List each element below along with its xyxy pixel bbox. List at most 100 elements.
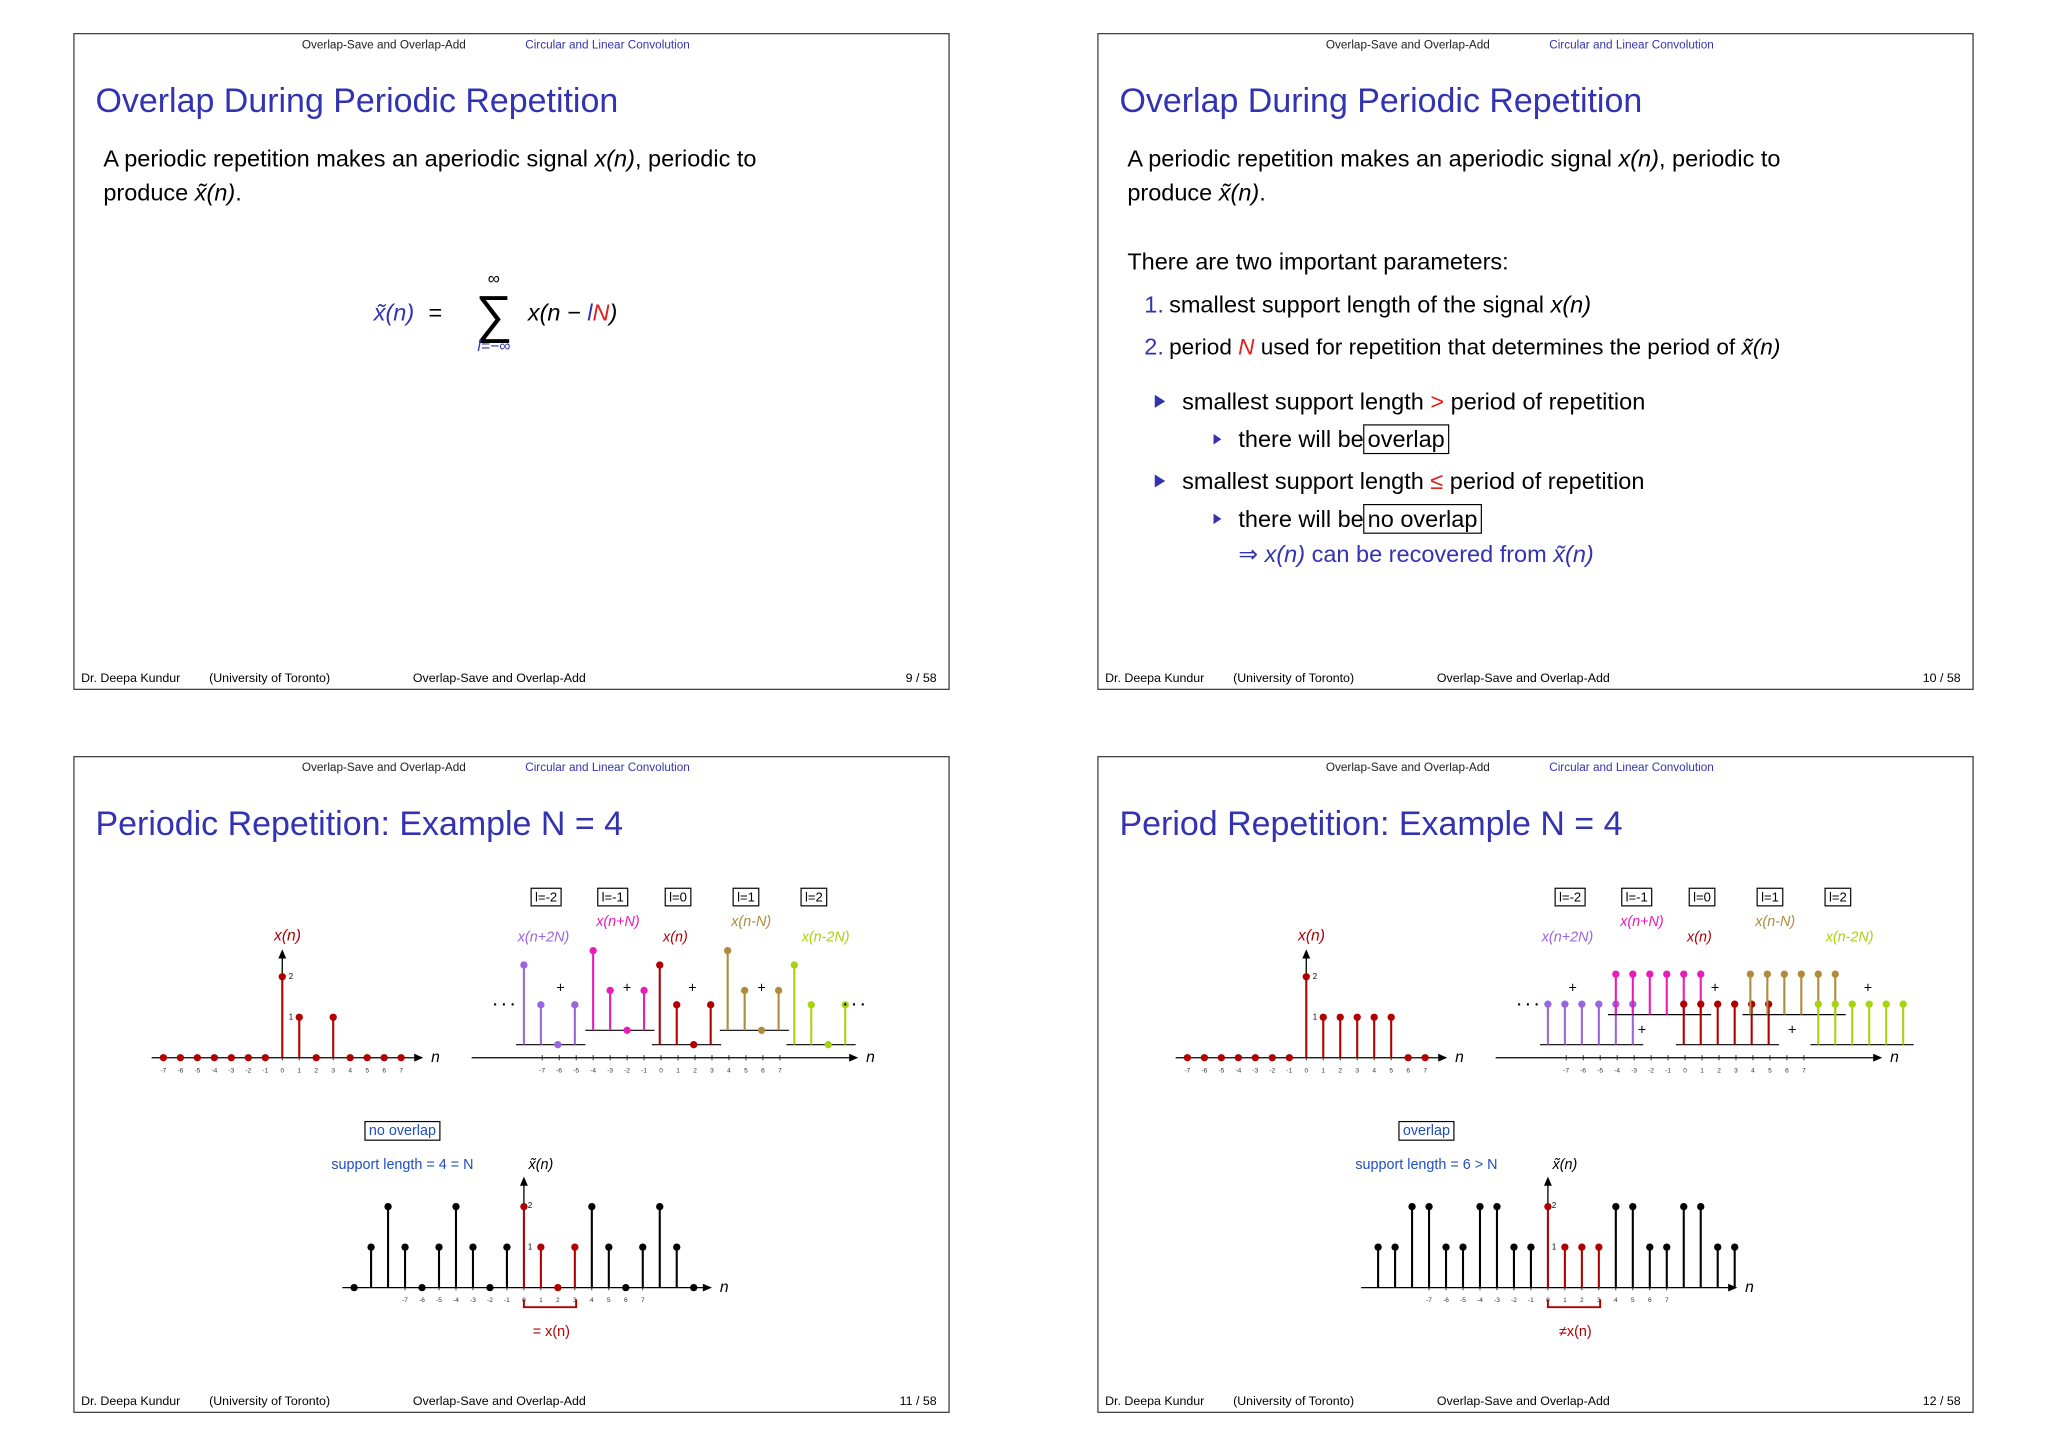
text: . bbox=[1259, 179, 1266, 205]
stem-dot bbox=[640, 986, 648, 995]
tick-label: 1 bbox=[1563, 1297, 1567, 1304]
signal-label: x(n) bbox=[1297, 928, 1325, 945]
stem-dot bbox=[1612, 1202, 1620, 1211]
tick-label: -1 bbox=[1665, 1067, 1671, 1074]
tick-label: -4 bbox=[1235, 1067, 1241, 1074]
stem-dot bbox=[690, 1283, 698, 1292]
tick-label: 6 bbox=[382, 1067, 386, 1074]
item-text: smallest support length of the signal x(… bbox=[1169, 292, 1591, 318]
tick-label: -4 bbox=[211, 1067, 217, 1074]
axis-arrow bbox=[1728, 1283, 1738, 1292]
plus-sign: + bbox=[1788, 1022, 1796, 1038]
header-section: Overlap-Save and Overlap-Add bbox=[302, 38, 466, 51]
stem-dot bbox=[1697, 970, 1705, 978]
tick-label: -4 bbox=[1477, 1297, 1483, 1304]
item-number: 2. bbox=[1144, 333, 1164, 359]
tick-label: -2 bbox=[1511, 1297, 1517, 1304]
stem-dot bbox=[397, 1054, 405, 1062]
ellipsis: · · · bbox=[493, 997, 515, 1013]
tick-label: 1 bbox=[539, 1297, 543, 1304]
shift-box bbox=[664, 887, 692, 907]
header-section: Overlap-Save and Overlap-Add bbox=[302, 761, 466, 774]
stem-dot bbox=[1421, 1054, 1429, 1062]
tick-label: -3 bbox=[470, 1297, 476, 1304]
header-section: Overlap-Save and Overlap-Add bbox=[1326, 38, 1490, 51]
stem-dot bbox=[623, 1026, 631, 1034]
symbol: ≤ bbox=[1430, 468, 1443, 494]
stem-dot bbox=[1183, 1054, 1192, 1062]
shift-box-label: l=0 bbox=[669, 890, 687, 905]
shift-label: x(n+2N) bbox=[517, 930, 569, 946]
shift-box-label: l=1 bbox=[737, 890, 755, 905]
slide: Overlap-Save and Overlap-Add Circular and… bbox=[73, 756, 950, 1413]
tick-label: 3 bbox=[573, 1297, 577, 1304]
plus-sign: + bbox=[688, 980, 696, 996]
stem-dot bbox=[1663, 970, 1671, 978]
conclusion: ⇒ x(n) can be recovered from x̃(n) bbox=[1238, 541, 1593, 567]
header-subsection: Circular and Linear Convolution bbox=[1549, 761, 1714, 774]
stem-dot bbox=[1882, 1000, 1890, 1008]
tick-label: 4 bbox=[727, 1067, 731, 1074]
text: can be recovered from bbox=[1305, 541, 1553, 567]
tick-label: -6 bbox=[1443, 1297, 1449, 1304]
math: x̃(n) bbox=[194, 179, 235, 205]
tick-label: -1 bbox=[504, 1297, 510, 1304]
slide-frame bbox=[73, 33, 950, 690]
tick-label: -4 bbox=[590, 1067, 596, 1074]
sub-text: there will be bbox=[1238, 506, 1363, 532]
stem-dot bbox=[1697, 1000, 1705, 1008]
footer-short-title: Overlap-Save and Overlap-Add bbox=[1437, 671, 1610, 685]
tick-label: -6 bbox=[419, 1297, 425, 1304]
stem-dot bbox=[1285, 1054, 1293, 1062]
axis-arrow bbox=[702, 1283, 712, 1292]
stem-dot bbox=[1353, 1013, 1361, 1021]
stem-dot bbox=[367, 1243, 375, 1251]
text: , periodic to bbox=[635, 145, 756, 171]
math: x̃(n) bbox=[1218, 179, 1259, 205]
text-box bbox=[1363, 503, 1482, 534]
plus-sign: + bbox=[757, 980, 765, 996]
text: period bbox=[1169, 334, 1238, 359]
footer-short-title: Overlap-Save and Overlap-Add bbox=[413, 1394, 586, 1408]
y-label: 2 bbox=[289, 972, 293, 981]
shift-box-label: l=2 bbox=[805, 890, 823, 905]
tick-label: 7 bbox=[1423, 1067, 1427, 1074]
stem-dot bbox=[210, 1054, 219, 1062]
tick-label: 6 bbox=[1648, 1297, 1652, 1304]
stem-dot bbox=[1578, 1243, 1586, 1251]
stem-dot bbox=[1595, 1000, 1603, 1008]
tick-label: 3 bbox=[1734, 1067, 1738, 1074]
stem-dot bbox=[278, 973, 286, 981]
axis-label: n bbox=[1455, 1049, 1464, 1066]
stem-dot bbox=[740, 986, 749, 995]
tick-label: 5 bbox=[365, 1067, 369, 1074]
plus-sign: + bbox=[556, 980, 564, 996]
tick-label: -5 bbox=[1597, 1067, 1603, 1074]
tick-label: -6 bbox=[556, 1067, 562, 1074]
stem-dot bbox=[329, 1013, 337, 1021]
stem-dot bbox=[1714, 1000, 1722, 1008]
axis-arrow bbox=[1873, 1053, 1883, 1062]
bullet bbox=[1154, 394, 1166, 408]
axis-arrow bbox=[1543, 1176, 1552, 1186]
tick-label: -2 bbox=[1269, 1067, 1275, 1074]
math: x̃(n) bbox=[1552, 541, 1593, 567]
support-text: support length = 4 = N bbox=[331, 1157, 473, 1173]
stem-dot bbox=[1387, 1013, 1395, 1021]
header-subsection: Circular and Linear Convolution bbox=[1549, 38, 1714, 51]
stem-dot bbox=[537, 1001, 545, 1009]
stem-dot bbox=[435, 1243, 443, 1251]
stem-dot bbox=[1544, 1000, 1552, 1008]
text: , periodic to bbox=[1659, 145, 1780, 171]
text: period of repetition bbox=[1443, 468, 1644, 494]
y-label: 1 bbox=[289, 1013, 293, 1022]
tick-label: 3 bbox=[1597, 1297, 1601, 1304]
stem-dot bbox=[261, 1054, 269, 1062]
stem-dot bbox=[1561, 1000, 1569, 1008]
tick-label: -2 bbox=[245, 1067, 251, 1074]
text: A periodic repetition makes an aperiodic… bbox=[103, 145, 594, 171]
shift-box-label: l=-1 bbox=[1626, 890, 1648, 905]
shift-box bbox=[1554, 887, 1586, 907]
stem-dot bbox=[503, 1243, 511, 1251]
math: x(n) bbox=[1264, 541, 1305, 567]
